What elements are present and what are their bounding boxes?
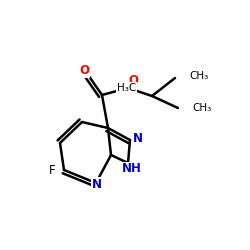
Text: CH₃: CH₃ — [192, 103, 211, 113]
Text: N: N — [92, 178, 102, 190]
Text: F: F — [49, 164, 55, 176]
Text: CH₃: CH₃ — [189, 71, 208, 81]
Text: O: O — [128, 74, 138, 88]
Text: O: O — [79, 64, 89, 78]
Text: H₃C: H₃C — [117, 83, 136, 93]
Text: N: N — [133, 132, 143, 144]
Text: NH: NH — [122, 162, 142, 175]
